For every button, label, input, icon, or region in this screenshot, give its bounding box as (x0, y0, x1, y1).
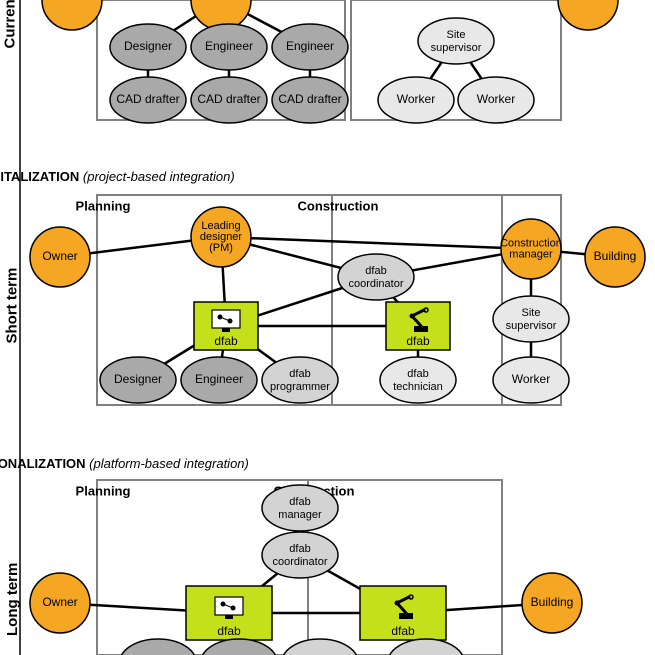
svg-text:dfab: dfab (365, 265, 386, 277)
svg-text:Designer: Designer (124, 39, 172, 53)
svg-text:Designer: Designer (114, 372, 162, 386)
svg-text:Site: Site (447, 29, 466, 41)
svg-text:CAD drafter: CAD drafter (278, 92, 341, 106)
svg-text:manager: manager (509, 248, 553, 260)
svg-text:Owner: Owner (42, 249, 77, 263)
svg-text:Planning: Planning (76, 198, 131, 213)
svg-text:manager: manager (278, 509, 322, 521)
svg-text:coordinator: coordinator (348, 278, 403, 290)
svg-text:dfab: dfab (214, 334, 238, 348)
svg-text:(PM): (PM) (209, 242, 233, 254)
svg-text:CAD drafter: CAD drafter (197, 92, 260, 106)
svg-text:Worker: Worker (477, 92, 515, 106)
svg-text:supervisor: supervisor (506, 320, 557, 332)
svg-text:coordinator: coordinator (272, 556, 327, 568)
svg-text:dfab: dfab (289, 496, 310, 508)
node-topRight (558, 0, 618, 30)
svg-text:dfab: dfab (217, 624, 241, 638)
svg-text:Engineer: Engineer (205, 39, 253, 53)
svg-text:Building: Building (594, 249, 637, 263)
svg-text:technician: technician (393, 381, 443, 393)
svg-text:Planning: Planning (76, 483, 131, 498)
svg-text:Engineer: Engineer (195, 372, 243, 386)
svg-text:dfab: dfab (289, 543, 310, 555)
node-topLeft (42, 0, 102, 30)
svg-text:dfab: dfab (407, 368, 428, 380)
svg-text:Engineer: Engineer (286, 39, 334, 53)
svg-text:c) PERSONALIZATION (platform-: c) PERSONALIZATION (platform-based integ… (0, 456, 249, 471)
svg-text:CAD drafter: CAD drafter (116, 92, 179, 106)
svg-text:Worker: Worker (512, 372, 550, 386)
svg-text:Owner: Owner (42, 595, 77, 609)
svg-text:Site: Site (522, 307, 541, 319)
svg-text:dfab: dfab (391, 624, 415, 638)
svg-text:programmer: programmer (270, 381, 330, 393)
svg-text:Building: Building (531, 595, 574, 609)
diagram-canvas: Designer Engineer Engineer CAD drafter CAD d… (0, 0, 655, 655)
svg-text:dfab: dfab (289, 368, 310, 380)
svg-text:b) DIGITALIZATION (project-ba: b) DIGITALIZATION (project-based integra… (0, 169, 235, 184)
svg-text:dfab: dfab (406, 334, 430, 348)
svg-text:supervisor: supervisor (431, 42, 482, 54)
svg-text:Worker: Worker (397, 92, 435, 106)
svg-text:Construction: Construction (298, 198, 379, 213)
